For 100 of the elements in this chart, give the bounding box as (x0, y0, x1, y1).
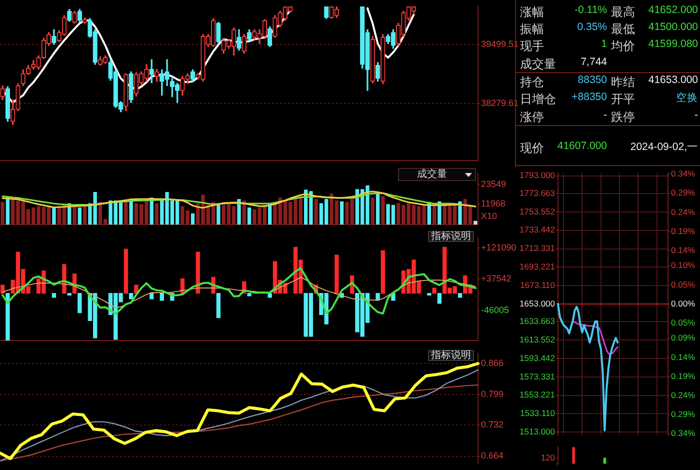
text: 88350 (578, 74, 607, 88)
text: 涨停 (520, 109, 544, 124)
bar (160, 292, 164, 301)
text: 昨结 (611, 74, 635, 89)
y2-tick-label: 0.29% (671, 188, 696, 198)
bar (380, 250, 385, 294)
y2-tick-label: 0.19% (671, 370, 696, 381)
bar (427, 292, 432, 296)
text: - (604, 109, 607, 123)
y2-tick-label: 0.05% (671, 317, 696, 328)
y-tick-label: 1753.552 (520, 206, 556, 216)
y-tick-label: 23549 (481, 178, 506, 189)
text: 最低 (611, 21, 635, 36)
bar (124, 248, 128, 294)
bar (216, 204, 220, 225)
dropdown: 成交量 (398, 168, 476, 181)
bar (82, 206, 87, 225)
bar (129, 201, 133, 225)
bar (247, 292, 252, 296)
bar (376, 192, 380, 225)
button: 指标说明 (428, 231, 474, 242)
y-tick-label: 1513.000 (520, 426, 556, 436)
text: 均价 (611, 38, 635, 53)
y2-tick-label: 0.19% (671, 226, 696, 236)
text: 现价 (520, 140, 544, 155)
y2-tick-label: 0.10% (671, 260, 696, 270)
bar (128, 292, 134, 300)
y-tick-label: 1693.221 (520, 262, 556, 272)
y-tick-label: 1733.442 (520, 224, 556, 235)
text: 涨幅 (520, 4, 544, 19)
bar (437, 292, 442, 304)
button: 指标说明 (428, 350, 474, 361)
bar (458, 201, 462, 225)
text: 41607.000 (557, 140, 607, 154)
y-tick-label: 0.664 (481, 450, 504, 461)
y2-tick-label: 0.00% (671, 298, 696, 308)
y-tick-label: 11968 (481, 198, 506, 209)
text: 跌停 (611, 109, 635, 124)
text: +88350 (572, 91, 607, 105)
y2-tick-label: 0.24% (671, 390, 696, 400)
y-tick-label: 1553.221 (520, 390, 556, 400)
text: 空换 (676, 91, 698, 105)
bar (458, 292, 462, 298)
text: 日增仓 (520, 91, 556, 106)
y-tick-label: 1793.000 (520, 170, 556, 180)
text: 开平 (611, 91, 635, 106)
text: 41599.080 (648, 38, 698, 52)
bar (78, 292, 82, 314)
y2-tick-label: 0.24% (671, 206, 696, 217)
y-tick-label: 0.732 (481, 420, 504, 430)
bar (52, 292, 56, 298)
y-tick-label: 1633.663 (520, 316, 556, 326)
text: 振幅 (520, 21, 544, 36)
text: 0.35% (577, 21, 607, 35)
text: 现手 (520, 38, 544, 53)
y2-tick-label: 0.14% (671, 244, 696, 255)
text: 1 (601, 38, 607, 52)
y-tick-label: 1713.331 (520, 243, 556, 254)
y-tick-label: 1593.442 (520, 352, 556, 363)
text: 7,744 (580, 56, 607, 70)
bar (474, 220, 478, 225)
y2-tick-label: 0.14% (671, 352, 696, 362)
bar (268, 292, 272, 298)
y-tick-label: +37542 (481, 274, 512, 284)
bar (340, 201, 344, 225)
y-tick-label: 0.866 (481, 358, 504, 368)
y2-tick-label: 0.29% (671, 409, 696, 420)
y-tick-label: 1613.552 (520, 334, 556, 344)
y2-tick-label: 0.34% (671, 428, 696, 438)
y-tick-label: +121090 (481, 242, 516, 252)
bar (432, 288, 436, 294)
y-tick-label: 1773.663 (520, 188, 556, 198)
bar (247, 208, 252, 225)
y2-tick-label: 0.05% (671, 279, 696, 290)
text: 41653.000 (648, 74, 698, 88)
bar (237, 199, 241, 225)
bar (314, 199, 318, 225)
y2-tick-label: 0.09% (671, 332, 696, 343)
y-tick-label: 39499.51 (481, 39, 519, 50)
y-tick-label: 38279.61 (481, 98, 519, 108)
y-tick-label: 1653.000 (520, 298, 556, 308)
text: 持仓 (520, 74, 544, 89)
chart-title: 成交量 (416, 169, 448, 180)
text: -0.11% (574, 4, 607, 18)
y-axis-title: X10 (481, 211, 498, 222)
bar (67, 292, 72, 296)
bar (370, 198, 374, 225)
text: 最高 (611, 4, 635, 19)
bar (190, 213, 195, 225)
bar (381, 196, 385, 225)
y-tick-label: 120 (540, 452, 556, 462)
text: 41500.000 (648, 21, 698, 35)
y-tick-label: 1573.331 (520, 371, 556, 382)
bar (62, 264, 66, 294)
y2-tick-label: 0.34% (671, 168, 696, 179)
bar (334, 254, 339, 294)
y-tick-label: 1533.110 (520, 408, 556, 418)
bar (6, 292, 10, 341)
bar (124, 202, 128, 225)
bar (52, 208, 56, 225)
